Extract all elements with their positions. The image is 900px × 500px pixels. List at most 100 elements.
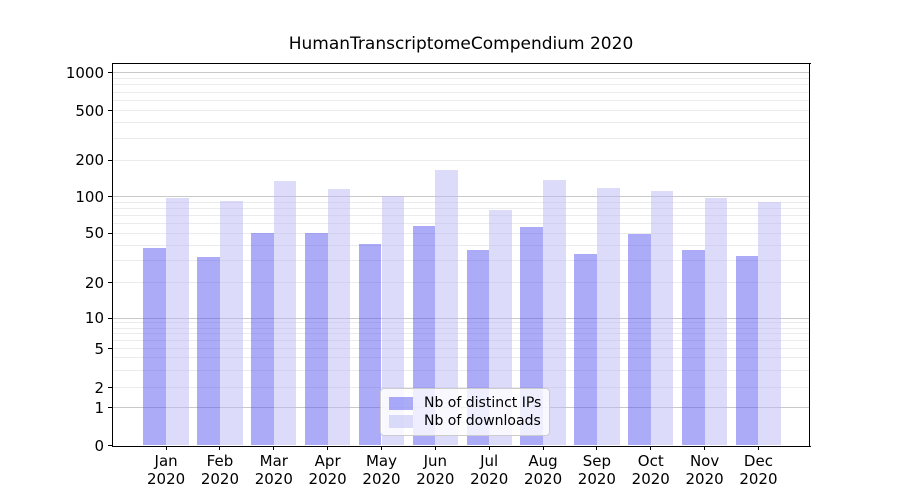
bar-downloads-oct-2020 bbox=[650, 191, 674, 446]
y-tick-mark bbox=[108, 348, 112, 349]
axis-spine-top bbox=[112, 63, 811, 64]
gridline-major bbox=[113, 317, 809, 319]
x-tick-label: Sep 2020 bbox=[577, 452, 616, 488]
bar-distinct-ips-sep-2020 bbox=[574, 254, 597, 446]
bar-distinct-ips-nov-2020 bbox=[681, 249, 705, 446]
y-tick-mark bbox=[108, 317, 112, 319]
y-tick-label: 20 bbox=[84, 273, 104, 292]
gridline-minor bbox=[113, 201, 809, 203]
bar-downloads-nov-2020 bbox=[704, 197, 728, 446]
chart-title: HumanTranscriptomeCompendium 2020 bbox=[288, 34, 634, 54]
gridline-minor bbox=[113, 232, 809, 234]
gridline-minor bbox=[113, 260, 809, 262]
legend: Nb of distinct IPs Nb of downloads bbox=[380, 388, 550, 436]
y-tick-mark bbox=[108, 282, 112, 284]
bar-downloads-may-2020 bbox=[381, 195, 405, 446]
gridline-minor bbox=[113, 122, 809, 124]
legend-item-distinct-ips: Nb of distinct IPs bbox=[389, 394, 541, 412]
gridline-minor bbox=[113, 357, 809, 359]
bar-downloads-jun-2020 bbox=[435, 170, 459, 446]
y-tick-label: 500 bbox=[75, 101, 104, 120]
x-tick-label: Jun 2020 bbox=[416, 452, 455, 488]
bar-distinct-ips-apr-2020 bbox=[304, 233, 328, 446]
gridline-minor bbox=[113, 333, 809, 335]
gridline-major bbox=[113, 72, 809, 74]
x-tick-mark bbox=[596, 446, 598, 450]
bar-downloads-sep-2020 bbox=[596, 188, 620, 446]
bar-downloads-jan-2020 bbox=[166, 197, 189, 446]
gridline-minor bbox=[113, 282, 809, 284]
bar-distinct-ips-oct-2020 bbox=[628, 234, 651, 446]
y-tick-mark bbox=[108, 72, 112, 74]
y-tick-label: 2 bbox=[94, 378, 104, 397]
bar-downloads-mar-2020 bbox=[273, 180, 297, 446]
gridline-minor bbox=[113, 223, 809, 225]
y-tick-mark bbox=[108, 110, 112, 112]
x-tick-label: Aug 2020 bbox=[523, 452, 563, 488]
y-tick-mark bbox=[108, 196, 112, 198]
x-tick-mark bbox=[757, 446, 759, 450]
x-tick-label: Apr 2020 bbox=[308, 452, 347, 488]
gridline-minor bbox=[113, 91, 809, 93]
x-tick-label: Oct 2020 bbox=[631, 452, 670, 488]
x-tick-mark bbox=[273, 446, 275, 450]
bar-distinct-ips-mar-2020 bbox=[251, 233, 274, 446]
bar-downloads-feb-2020 bbox=[219, 200, 243, 446]
bar-downloads-aug-2020 bbox=[543, 180, 566, 446]
axis-spine-right bbox=[809, 63, 810, 447]
bar-distinct-ips-dec-2020 bbox=[735, 255, 759, 446]
x-tick-label: Jul 2020 bbox=[470, 452, 509, 488]
y-tick-label: 1000 bbox=[65, 63, 104, 82]
gridline-minor bbox=[113, 327, 809, 329]
bar-downloads-dec-2020 bbox=[758, 202, 782, 446]
y-tick-mark bbox=[108, 445, 112, 446]
bar-downloads-apr-2020 bbox=[327, 189, 351, 446]
legend-label-distinct-ips: Nb of distinct IPs bbox=[424, 395, 542, 411]
y-tick-mark bbox=[108, 232, 112, 234]
gridline-minor bbox=[113, 215, 809, 217]
gridline-minor bbox=[113, 244, 809, 246]
x-tick-mark bbox=[650, 446, 652, 450]
x-tick-mark bbox=[704, 446, 706, 450]
x-tick-label: Jan 2020 bbox=[147, 452, 186, 488]
x-tick-mark bbox=[381, 446, 382, 450]
y-tick-label: 5 bbox=[94, 339, 104, 358]
x-tick-mark bbox=[219, 446, 221, 450]
y-tick-label: 100 bbox=[75, 187, 104, 206]
gridline-minor bbox=[113, 387, 809, 388]
gridline-minor bbox=[113, 100, 809, 102]
x-tick-mark bbox=[165, 446, 167, 450]
gridline-minor bbox=[113, 369, 809, 371]
y-tick-mark bbox=[108, 407, 112, 408]
bar-downloads-jul-2020 bbox=[489, 209, 512, 446]
gridline-minor bbox=[113, 322, 809, 324]
gridline-minor bbox=[113, 77, 809, 79]
legend-swatch-downloads bbox=[389, 414, 413, 428]
x-tick-label: Dec 2020 bbox=[739, 452, 778, 488]
x-tick-label: May 2020 bbox=[362, 452, 401, 488]
gridline-major bbox=[113, 196, 809, 198]
gridline-minor bbox=[113, 110, 809, 112]
x-tick-label: Nov 2020 bbox=[685, 452, 724, 488]
gridline-minor bbox=[113, 340, 809, 342]
y-tick-mark bbox=[108, 159, 112, 161]
x-tick-label: Feb 2020 bbox=[200, 452, 240, 488]
bar-distinct-ips-may-2020 bbox=[358, 243, 382, 446]
y-tick-label: 1 bbox=[94, 398, 104, 417]
x-tick-mark bbox=[488, 446, 490, 450]
bar-distinct-ips-jan-2020 bbox=[143, 248, 167, 446]
gridline-minor bbox=[113, 137, 809, 139]
y-tick-label: 200 bbox=[75, 151, 104, 169]
x-tick-mark bbox=[542, 446, 544, 450]
legend-item-downloads: Nb of downloads bbox=[389, 412, 541, 430]
gridline-minor bbox=[113, 207, 809, 209]
axis-spine-bottom bbox=[112, 445, 811, 447]
x-tick-label: Mar 2020 bbox=[254, 452, 293, 488]
y-tick-label: 50 bbox=[84, 224, 104, 243]
x-tick-mark bbox=[327, 446, 329, 450]
bar-distinct-ips-feb-2020 bbox=[197, 257, 220, 446]
y-tick-mark bbox=[108, 387, 112, 388]
gridline-minor bbox=[113, 348, 809, 349]
gridline-minor bbox=[113, 159, 809, 161]
